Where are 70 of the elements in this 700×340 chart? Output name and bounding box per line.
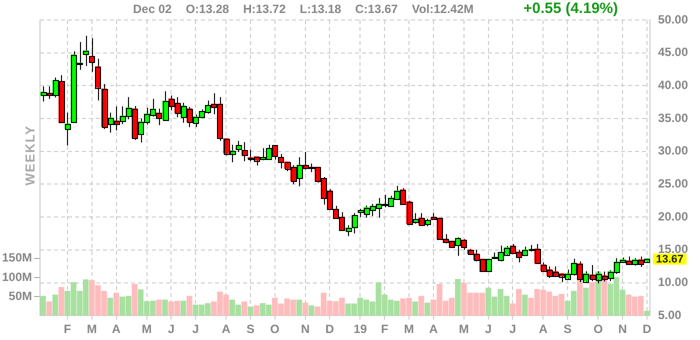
bar [132,284,138,316]
text: +0.55 (4.19%) [523,0,618,17]
bar [583,288,589,316]
x-tick-label: D [325,322,334,336]
text: Vol:12.42M [412,2,474,16]
bar [248,306,254,316]
text: O:13.28 [186,2,230,16]
y-tick-label: 50.00 [658,12,688,26]
y2-tick-label: 150M [2,250,32,265]
bar [589,282,595,316]
x-tick-label: S [246,322,254,336]
text: WEEKLY [22,125,38,186]
chart-title: Dec 02 [133,2,172,16]
x-tick-label: A [429,322,438,336]
x-tick-label: F [64,322,72,336]
bar [58,287,64,316]
bar [180,300,186,316]
bar [522,294,528,316]
x-tick-label: N [301,322,310,336]
x-tick-label: D [642,322,652,336]
bar [242,302,248,316]
x-tick-label: F [380,322,388,336]
candlestick [89,38,95,72]
text: C:13.67 [355,2,398,16]
x-tick-label: J [484,322,492,336]
bar [156,300,162,316]
bar [52,294,58,316]
x-tick-label: O [593,322,603,336]
bar [308,305,314,316]
y-tick-label: 20.00 [658,209,688,224]
y2-tick-label: 50M [8,288,32,303]
x-tick-label: J [509,322,516,336]
bar [296,300,302,316]
x-tick-label: A [538,322,548,336]
x-tick-label: O [270,322,280,336]
x-tick-label: J [192,322,199,336]
y-tick-label: 35.00 [658,110,688,125]
x-tick-label: A [222,322,231,336]
y-tick-label: 30.00 [658,144,688,158]
bar [644,310,650,316]
bar [412,302,418,316]
bar [40,296,46,316]
x-tick-label: A [112,322,121,336]
bar [186,296,192,316]
bar [162,300,168,316]
y2-tick-label: 100M [2,270,32,284]
text: 13.67 [656,254,684,266]
y-tick-label: 10.00 [658,275,688,290]
bar [455,279,461,316]
y-tick-label: 5.00 [658,308,682,322]
bar [302,302,308,316]
x-tick-label: J [168,322,174,336]
x-tick-label: S [564,322,572,336]
bar [107,298,113,316]
bar [254,305,260,316]
y-tick-label: 25.00 [658,176,688,191]
x-tick-label: N [618,322,627,336]
bar [418,296,424,316]
x-tick-label: M [86,322,97,336]
bar [46,302,52,316]
text: H:13.72 [243,2,286,16]
y-tick-label: 40.00 [658,78,688,92]
bar [424,302,430,316]
x-tick-label: 19 [354,322,368,336]
y-tick-label: 45.00 [658,45,688,60]
bar [113,292,120,316]
text: L:13.18 [300,2,342,16]
x-tick-label: M [458,322,469,336]
x-tick-label: M [142,322,152,336]
x-tick-label: M [404,322,414,336]
